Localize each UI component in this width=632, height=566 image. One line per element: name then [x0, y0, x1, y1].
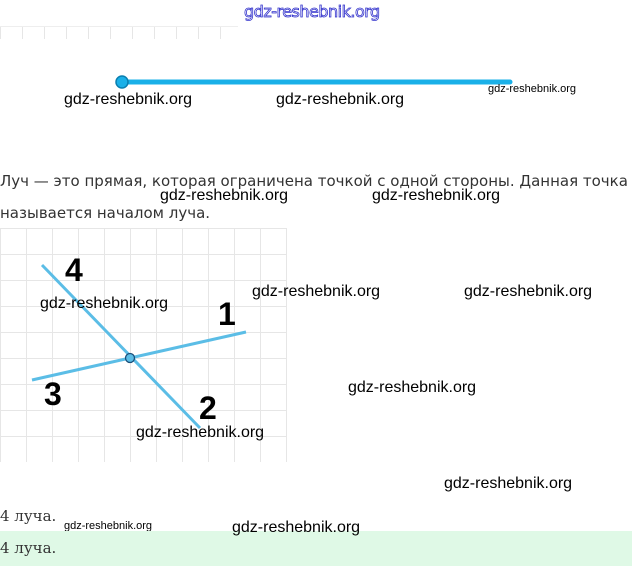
- watermark: gdz-reshebnik.org: [276, 91, 405, 108]
- label-3: 3: [44, 376, 62, 412]
- label-1: 1: [218, 296, 236, 332]
- ray-3-1: [31, 330, 247, 382]
- rays-figure: [31, 263, 247, 430]
- definition-line-1: Луч — это прямая, которая ограничена точ…: [0, 172, 628, 190]
- label-2: 2: [199, 390, 217, 426]
- watermark-top: gdz-reshebnik.org: [244, 2, 381, 22]
- watermark: gdz-reshebnik.org: [40, 295, 169, 312]
- answer-text: 4 луча.: [0, 507, 57, 525]
- watermark: gdz-reshebnik.org: [464, 283, 593, 300]
- origin-point: [124, 352, 136, 364]
- watermark: gdz-reshebnik.org: [160, 187, 289, 204]
- ray-origin-point: [115, 75, 129, 89]
- watermark: gdz-reshebnik.org: [488, 83, 577, 95]
- label-4: 4: [65, 252, 83, 288]
- watermark: gdz-reshebnik.org: [136, 424, 265, 441]
- watermark: gdz-reshebnik.org: [372, 187, 501, 204]
- answer-highlight-text: 4 луча.: [0, 539, 57, 557]
- answer-highlight-box: 4 луча.: [0, 531, 632, 566]
- ray-4-2: [40, 263, 202, 430]
- watermark: gdz-reshebnik.org: [232, 519, 361, 536]
- watermark: gdz-reshebnik.org: [64, 520, 153, 532]
- watermark: gdz-reshebnik.org: [252, 283, 381, 300]
- watermark: gdz-reshebnik.org: [444, 475, 573, 492]
- definition-line-2: называется началом луча.: [0, 204, 211, 222]
- grid-fragment: [0, 26, 238, 39]
- ray-figure: [115, 75, 513, 89]
- grid-background: [0, 228, 287, 462]
- watermark: gdz-reshebnik.org: [348, 379, 477, 396]
- watermark: gdz-reshebnik.org: [64, 91, 193, 108]
